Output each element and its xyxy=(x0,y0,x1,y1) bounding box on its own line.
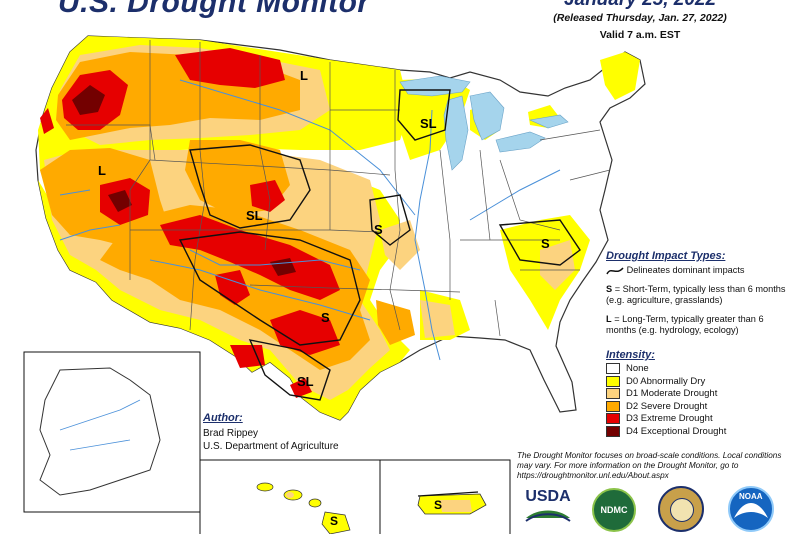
impact-delineates-row: Delineates dominant impacts xyxy=(606,265,796,276)
puerto-rico-inset-frame xyxy=(379,459,511,534)
intensity-row-none: None xyxy=(606,363,796,376)
map-label-s-missouri: S xyxy=(374,222,383,237)
intensity-legend: Intensity: None D0 Abnormally Dry D1 Mod… xyxy=(606,349,796,439)
usda-logo-hills xyxy=(525,510,571,522)
map-label-s-hawaii: S xyxy=(330,514,339,528)
swatch-d2 xyxy=(606,400,620,412)
map-label-s-puerto-rico: S xyxy=(434,498,443,512)
author-name: Brad Rippey xyxy=(203,428,259,439)
valid-time: Valid 7 a.m. EST xyxy=(599,29,681,41)
impact-line-icon xyxy=(606,267,624,274)
usda-logo-text: USDA xyxy=(525,488,571,505)
intensity-row-d3: D3 Extreme Drought xyxy=(606,413,796,426)
ndmc-logo: NDMC xyxy=(592,488,636,532)
intensity-label-d0: D0 Abnormally Dry xyxy=(626,375,706,387)
alaska-shape xyxy=(39,367,161,496)
impact-legend-heading: Drought Impact Types: xyxy=(606,250,726,262)
impact-short-term-key: S xyxy=(606,284,613,294)
intensity-label-d3: D3 Extreme Drought xyxy=(626,413,713,425)
author-heading: Author: xyxy=(203,412,243,424)
intensity-row-d4: D4 Exceptional Drought xyxy=(606,425,796,439)
release-date: (Released Thursday, Jan. 27, 2022) xyxy=(553,12,727,24)
map-label-s-texas: S xyxy=(321,310,330,325)
intensity-label-d4: D4 Exceptional Drought xyxy=(626,425,727,437)
impact-long-term-key: L xyxy=(606,314,612,324)
map-label-s-carolina: S xyxy=(541,236,550,251)
commerce-seal-icon xyxy=(658,486,704,532)
author-org: U.S. Department of Agriculture xyxy=(203,441,339,452)
intensity-row-d0: D0 Abnormally Dry xyxy=(606,375,796,389)
disclaimer-note: The Drought Monitor focuses on broad-sca… xyxy=(517,451,782,480)
intensity-label-d2: D2 Severe Drought xyxy=(626,400,708,412)
intensity-row-d1: D1 Moderate Drought xyxy=(606,388,796,401)
intensity-rows: None D0 Abnormally Dry D1 Moderate Droug… xyxy=(606,363,796,439)
impact-delineates-text: Delineates dominant impacts xyxy=(626,265,745,275)
state-lines xyxy=(66,40,611,337)
map-label-sl-texas: SL xyxy=(297,374,314,389)
swatch-d0 xyxy=(606,375,620,387)
impact-lines xyxy=(178,89,581,401)
noaa-logo-text: NOAA xyxy=(739,492,763,501)
map-label-sl-colorado: SL xyxy=(246,208,263,223)
alaska-rivers xyxy=(59,399,141,451)
noaa-bird-icon xyxy=(734,503,768,518)
intensity-label-d1: D1 Moderate Drought xyxy=(626,388,718,400)
swatch-d1 xyxy=(606,388,620,400)
map-date: January 25, 2022 xyxy=(520,0,760,11)
impact-legend: Drought Impact Types: Delineates dominan… xyxy=(606,250,796,336)
hawaii-d1 xyxy=(286,492,294,498)
usda-logo: USDA xyxy=(524,488,572,528)
swatch-none xyxy=(606,363,620,374)
impact-long-term-text: = Long-Term, typically greater than 6 mo… xyxy=(606,314,764,335)
intensity-heading: Intensity: xyxy=(606,349,655,361)
map-label-l-montana: L xyxy=(300,68,308,83)
map-label-l-nevada: L xyxy=(98,163,106,178)
noaa-logo: NOAA xyxy=(728,486,774,532)
impact-long-term-row: L = Long-Term, typically greater than 6 … xyxy=(606,314,796,336)
intensity-label-none: None xyxy=(626,363,649,375)
ndmc-logo-text: NDMC xyxy=(600,505,628,515)
impact-short-term-text: = Short-Term, typically less than 6 mont… xyxy=(606,284,786,305)
intensity-row-d2: D2 Severe Drought xyxy=(606,400,796,414)
swatch-d4 xyxy=(606,425,620,437)
map-label-sl-wisconsin: SL xyxy=(420,116,437,131)
puerto-rico-d1 xyxy=(440,500,472,512)
impact-short-term-row: S = Short-Term, typically less than 6 mo… xyxy=(606,284,796,306)
great-lakes xyxy=(399,75,569,171)
map-title: U.S. Drought Monitor xyxy=(58,0,370,19)
swatch-d3 xyxy=(606,413,620,425)
puerto-rico-impact-line xyxy=(417,491,479,497)
